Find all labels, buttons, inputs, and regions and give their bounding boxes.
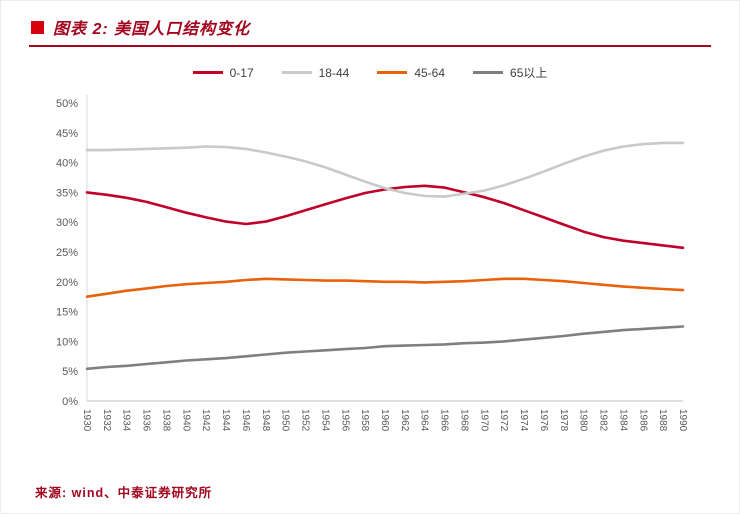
svg-text:5%: 5% [62,366,78,378]
red-square-icon [31,20,44,34]
legend-label: 65以上 [510,66,548,80]
svg-text:1940: 1940 [180,409,191,432]
svg-text:1936: 1936 [141,409,152,432]
svg-text:1934: 1934 [121,409,132,432]
svg-text:1932: 1932 [101,409,112,432]
svg-text:1962: 1962 [399,409,410,432]
svg-text:1956: 1956 [339,409,350,432]
svg-text:1948: 1948 [260,409,271,432]
svg-text:1954: 1954 [319,409,330,432]
svg-text:1976: 1976 [538,409,549,432]
svg-text:50%: 50% [56,98,78,110]
legend-item-65-plus: 65以上 [473,64,547,81]
figure-header: 图表 2: 美国人口结构变化 [31,15,709,39]
legend-label: 45-64 [414,65,446,80]
header-divider [29,45,711,47]
legend-line-marker [377,71,408,74]
svg-text:1968: 1968 [459,409,470,432]
legend-line-marker [192,71,223,74]
legend-line-marker [473,71,504,74]
svg-text:1964: 1964 [419,409,430,432]
svg-text:35%: 35% [56,187,78,199]
svg-text:45%: 45% [56,128,78,140]
svg-text:1930: 1930 [81,409,92,432]
svg-text:1946: 1946 [240,409,251,432]
figure-title: 图表 2: 美国人口结构变化 [53,21,251,38]
svg-text:1944: 1944 [220,409,231,432]
svg-text:25%: 25% [56,247,78,259]
svg-text:1938: 1938 [161,409,172,432]
svg-text:1988: 1988 [657,409,668,432]
legend-label: 0-17 [229,65,254,80]
svg-text:1978: 1978 [558,409,569,432]
svg-text:1990: 1990 [677,409,688,432]
svg-text:1952: 1952 [300,409,311,432]
svg-text:1984: 1984 [617,409,628,432]
source-note: 来源: wind、中泰证券研究所 [35,486,213,500]
svg-text:10%: 10% [56,336,78,348]
svg-text:1958: 1958 [359,409,370,432]
svg-text:1974: 1974 [518,409,529,432]
svg-text:1980: 1980 [578,409,589,432]
svg-text:1986: 1986 [637,409,648,432]
svg-text:1982: 1982 [598,409,609,432]
svg-text:1970: 1970 [478,409,489,432]
svg-text:15%: 15% [56,307,78,319]
svg-text:0%: 0% [62,396,78,408]
svg-text:1972: 1972 [498,409,509,432]
legend-item-45-64: 45-64 [377,66,445,80]
svg-text:30%: 30% [56,217,78,229]
legend-item-0-17: 0-17 [192,65,254,80]
chart-legend: 0-17 18-44 45-64 65以上 [1,64,739,81]
legend-line-marker [281,71,312,74]
legend-item-18-44: 18-44 [281,65,350,80]
svg-text:1960: 1960 [379,409,390,432]
svg-text:1942: 1942 [200,409,211,432]
legend-label: 18-44 [318,65,350,80]
svg-text:1966: 1966 [439,409,450,432]
population-structure-line-chart: 0% 5% 10% 15% 20% 25% 30% 35% 40% 45% 50% 1930 1932 1… [56,95,688,432]
svg-text:40%: 40% [56,158,78,170]
svg-text:1950: 1950 [280,409,291,432]
line-chart: 0% 5% 10% 15% 20% 25% 30% 35% 40% 45% 50% 1930 1932 1… [29,87,713,452]
svg-text:20%: 20% [56,277,78,289]
